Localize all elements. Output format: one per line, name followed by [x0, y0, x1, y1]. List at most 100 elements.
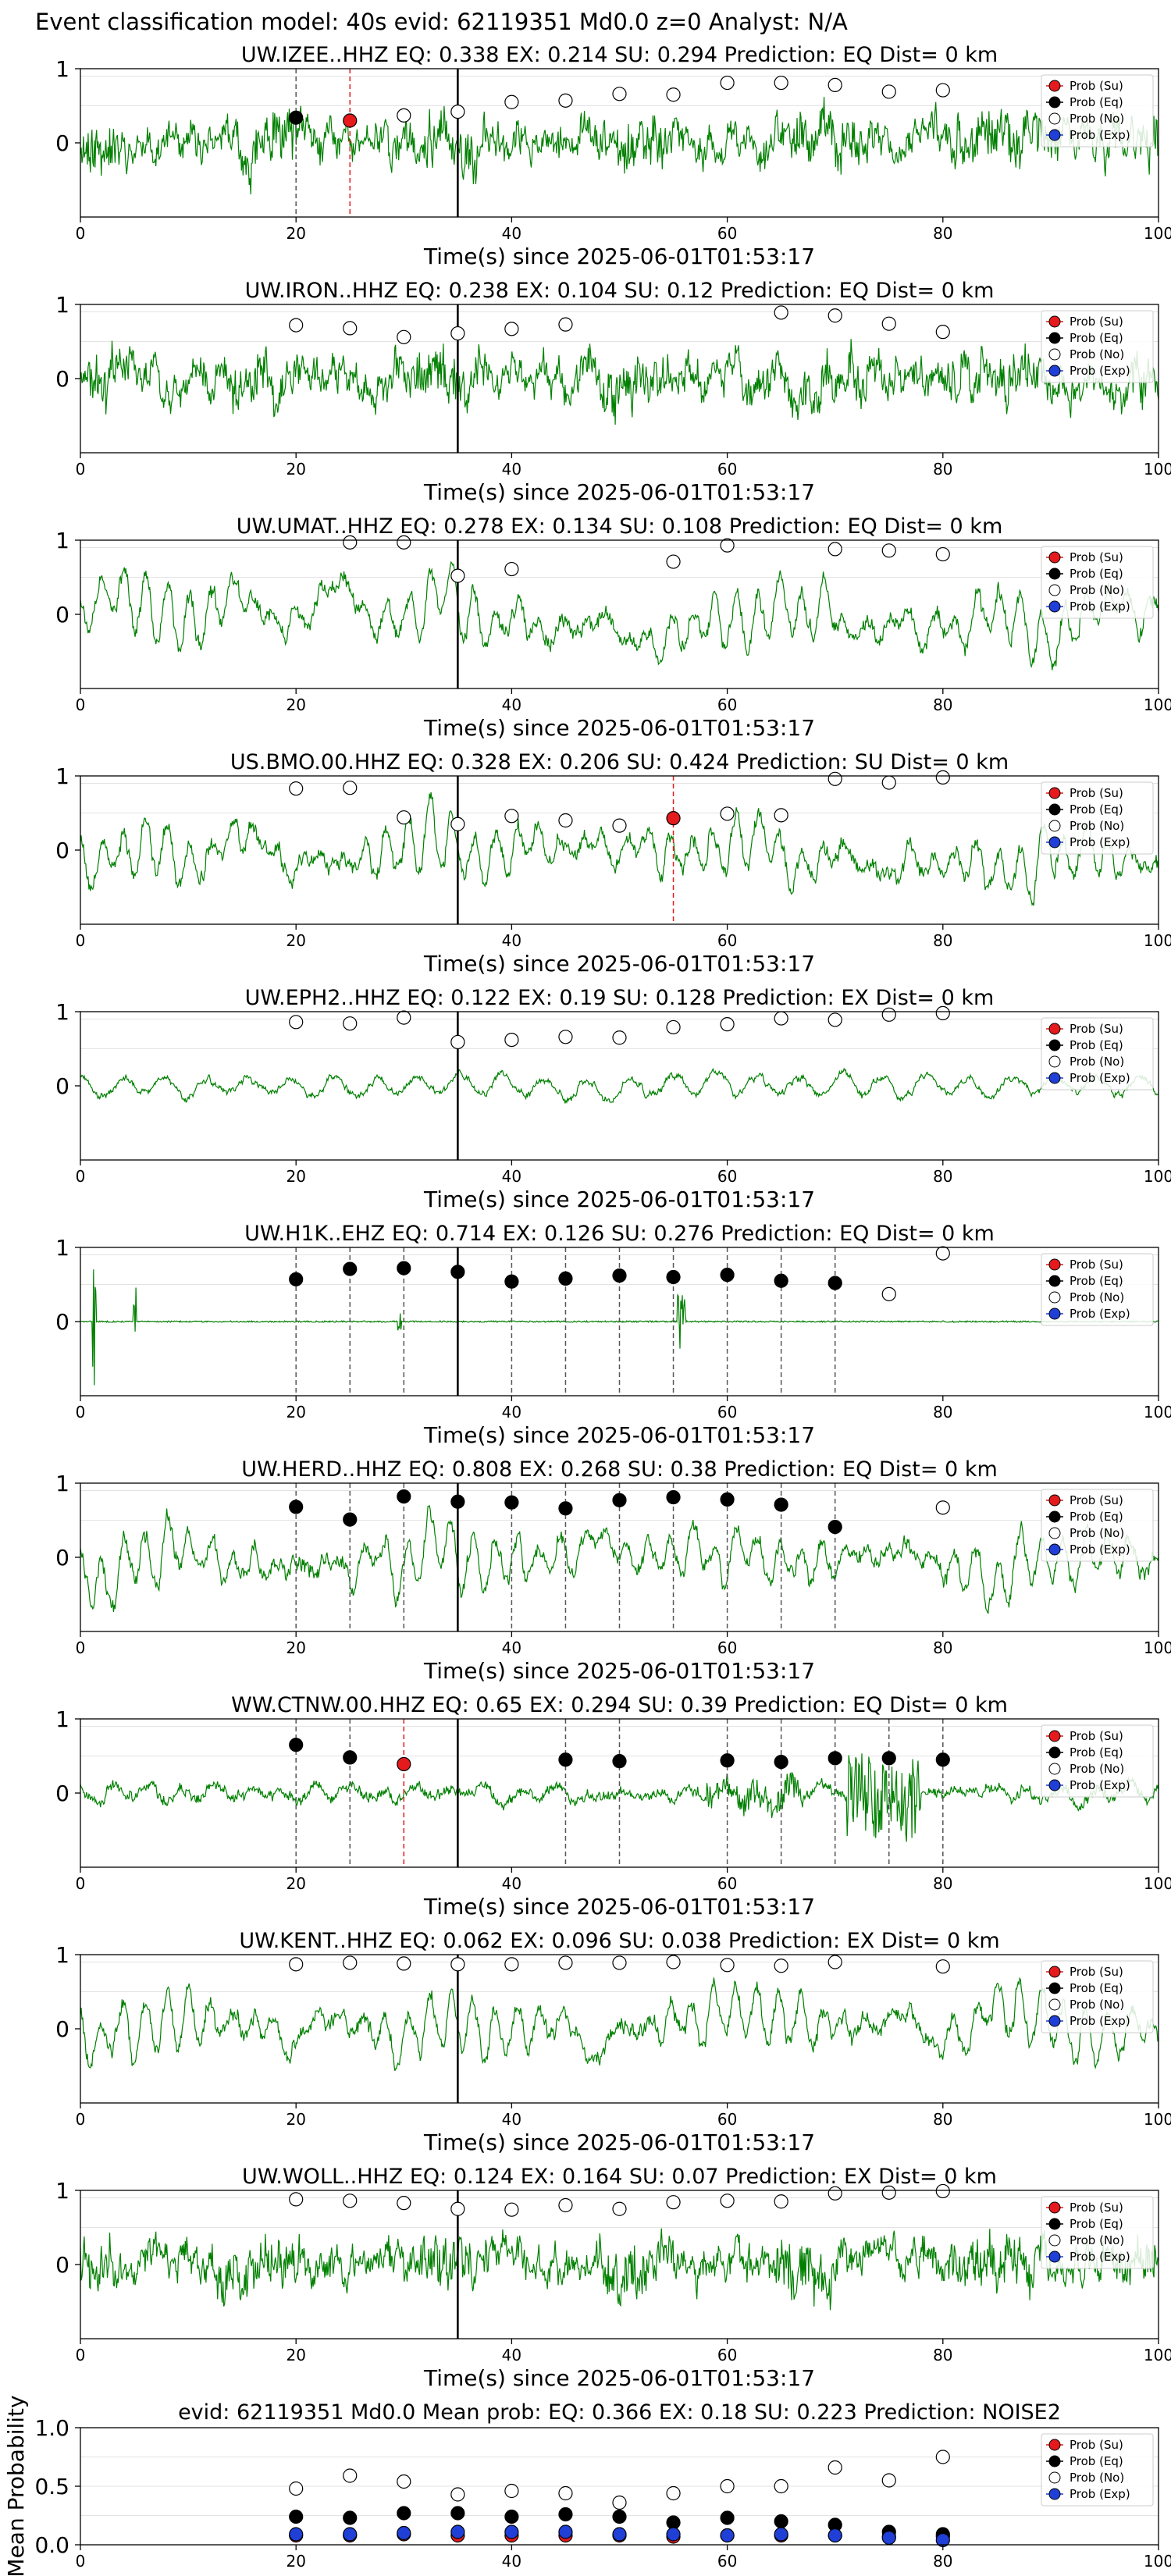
- y-tick-label: 1: [55, 999, 69, 1025]
- legend-marker-su: [1048, 787, 1061, 799]
- legend-label-eq: Prob (Eq): [1070, 1038, 1123, 1052]
- seismogram-trace: [80, 560, 1159, 671]
- legend-label-exp: Prob (Exp): [1070, 2014, 1130, 2028]
- legend-label-su: Prob (Su): [1070, 1022, 1123, 1036]
- legend-label-eq: Prob (Eq): [1070, 331, 1123, 345]
- probability-marker-no: [343, 1955, 358, 1970]
- x-tick-label: 80: [933, 224, 952, 243]
- probability-marker-no: [397, 108, 411, 123]
- mean-marker-exp: [828, 2528, 842, 2543]
- probability-marker-no: [558, 317, 573, 332]
- probability-marker-no: [881, 84, 896, 99]
- probability-marker-eq: [289, 1500, 304, 1514]
- legend-label-eq: Prob (Eq): [1070, 1745, 1123, 1759]
- probability-marker-no: [935, 1500, 950, 1515]
- probability-marker-no: [720, 1017, 735, 1032]
- legend-marker-su: [1048, 1023, 1061, 1035]
- probability-marker-eq: [450, 1265, 465, 1279]
- y-tick-label: 0: [55, 602, 69, 628]
- mean-marker-eq: [558, 2507, 573, 2522]
- mean-marker-no: [558, 2485, 573, 2501]
- x-tick-label: 80: [933, 931, 952, 950]
- probability-marker-no: [450, 105, 465, 119]
- probability-marker-eq: [774, 1755, 788, 1770]
- probability-marker-no: [881, 2185, 896, 2200]
- legend-label-no: Prob (No): [1070, 347, 1124, 361]
- legend-marker-exp: [1048, 1543, 1061, 1556]
- legend-label-eq: Prob (Eq): [1070, 2454, 1123, 2468]
- x-tick-label: 40: [502, 1638, 521, 1657]
- legend-box: [1041, 1724, 1154, 1798]
- mean-marker-exp: [774, 2527, 788, 2542]
- y-tick-label: 1: [55, 528, 69, 553]
- y-tick-label: 0: [55, 2016, 69, 2042]
- probability-marker-no: [343, 781, 358, 795]
- probability-marker-eq: [828, 1751, 842, 1766]
- probability-marker-no: [720, 806, 735, 821]
- y-tick-label: 0: [55, 366, 69, 392]
- probability-marker-eq: [881, 1751, 896, 1766]
- x-tick-label: 20: [286, 2552, 305, 2571]
- x-tick-label: 20: [286, 931, 305, 950]
- probability-marker-no: [558, 813, 573, 828]
- panel-title: US.BMO.00.HHZ EQ: 0.328 EX: 0.206 SU: 0.…: [230, 750, 1009, 774]
- probability-marker-no: [828, 1012, 842, 1027]
- probability-marker-no: [558, 2197, 573, 2213]
- y-tick-label: 1: [55, 1471, 69, 1496]
- y-tick-label: 1.0: [34, 2415, 69, 2441]
- panel-title: UW.UMAT..HHZ EQ: 0.278 EX: 0.134 SU: 0.1…: [237, 514, 1003, 539]
- legend: Prob (Su) Prob (Eq) Prob (No) Prob (Exp): [1041, 546, 1154, 619]
- mean-marker-eq: [504, 2509, 519, 2524]
- probability-marker-no: [612, 1955, 627, 1970]
- x-axis-label: Time(s) since 2025-06-01T01:53:17: [423, 1422, 815, 1448]
- x-tick-label: 0: [76, 2346, 86, 2364]
- x-tick-label: 60: [717, 1167, 737, 1186]
- x-axis-label: Time(s) since 2025-06-01T01:53:17: [423, 951, 815, 977]
- y-tick-label: 0: [55, 1781, 69, 1806]
- x-tick-label: 20: [286, 2346, 305, 2364]
- legend-label-su: Prob (Su): [1070, 550, 1123, 564]
- x-axis-label: Time(s) since 2025-06-01T01:53:17: [423, 1658, 815, 1684]
- legend-label-no: Prob (No): [1070, 112, 1124, 126]
- x-tick-label: 60: [717, 224, 737, 243]
- x-tick-label: 0: [76, 1874, 86, 1893]
- probability-marker-no: [450, 817, 465, 831]
- probability-marker-no: [774, 2194, 788, 2209]
- x-tick-label: 40: [502, 1403, 521, 1421]
- mean-marker-no: [612, 2495, 627, 2510]
- mean-marker-eq: [612, 2509, 627, 2524]
- probability-marker-eq: [397, 1489, 411, 1504]
- mean-marker-exp: [612, 2527, 627, 2542]
- legend-label-eq: Prob (Eq): [1070, 802, 1123, 817]
- probability-marker-eq: [612, 1754, 627, 1769]
- station-panel: UW.UMAT..HHZ EQ: 0.278 EX: 0.134 SU: 0.1…: [55, 514, 1171, 741]
- y-axis-label: Mean Probability: [3, 2395, 29, 2576]
- legend: Prob (Su) Prob (Eq) Prob (No) Prob (Exp): [1041, 310, 1154, 383]
- x-tick-label: 40: [502, 931, 521, 950]
- mean-marker-no: [828, 2460, 842, 2475]
- legend-marker-no: [1048, 584, 1061, 596]
- x-tick-label: 80: [933, 1638, 952, 1657]
- legend-marker-no: [1048, 1291, 1061, 1304]
- seismogram-trace: [80, 1505, 1159, 1614]
- x-axis-label: Time(s) since 2025-06-01T01:53:17: [423, 479, 815, 505]
- x-tick-label: 40: [502, 224, 521, 243]
- legend: Prob (Su) Prob (Eq) Prob (No) Prob (Exp): [1041, 1724, 1154, 1798]
- x-tick-label: 60: [717, 1638, 737, 1657]
- probability-marker-no: [504, 1957, 519, 1972]
- probability-marker-no: [935, 1005, 950, 1021]
- probability-marker-no: [666, 2195, 681, 2210]
- legend-label-su: Prob (Su): [1070, 2201, 1123, 2215]
- probability-marker-no: [881, 1286, 896, 1301]
- legend-label-exp: Prob (Exp): [1070, 1542, 1130, 1557]
- probability-marker-no: [720, 75, 735, 91]
- mean-marker-exp: [289, 2527, 304, 2542]
- probability-marker-eq: [450, 1494, 465, 1509]
- x-tick-label: 60: [717, 2552, 737, 2571]
- probability-marker-no: [828, 2186, 842, 2201]
- legend-marker-eq: [1048, 1275, 1061, 1287]
- legend-marker-no: [1048, 112, 1061, 125]
- probability-marker-eq: [558, 1501, 573, 1516]
- y-tick-label: 0: [55, 1545, 69, 1571]
- probability-marker-no: [666, 1019, 681, 1035]
